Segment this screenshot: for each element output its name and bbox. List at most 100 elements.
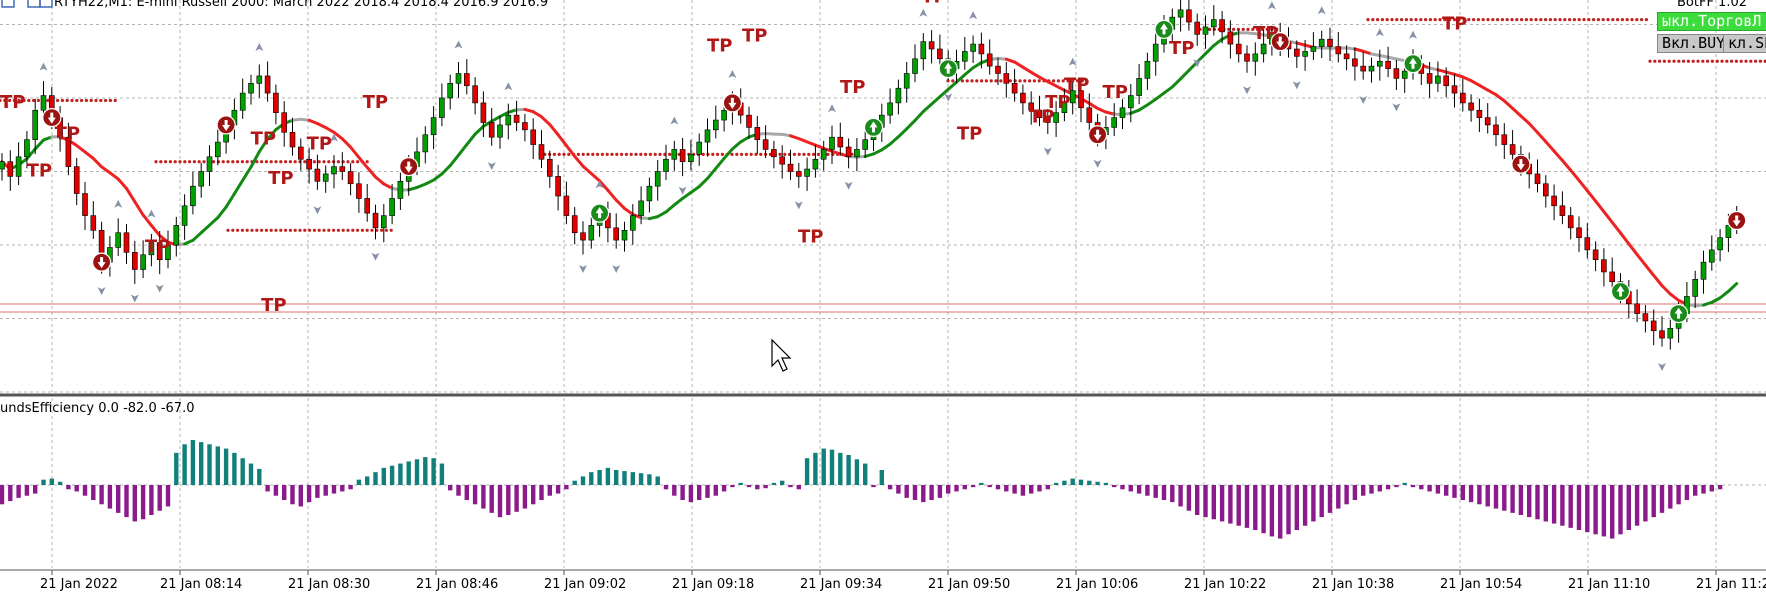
ma-segment bbox=[340, 137, 353, 149]
ma-segment bbox=[531, 110, 543, 119]
tp-level-dot bbox=[1486, 18, 1490, 22]
histogram-bar bbox=[1385, 485, 1391, 490]
fractal-down-icon bbox=[1359, 96, 1368, 104]
tp-label: TP bbox=[145, 236, 170, 257]
tp-level-dot bbox=[648, 152, 653, 156]
histogram-bar bbox=[1576, 485, 1582, 530]
histogram-bar bbox=[132, 485, 137, 522]
candle-body bbox=[347, 171, 354, 185]
sell-on-button[interactable]: кл.SE bbox=[1723, 34, 1766, 53]
candle-body bbox=[1128, 95, 1134, 109]
histogram-bar bbox=[165, 485, 171, 507]
tp-level-dot bbox=[1534, 18, 1538, 22]
mouse-cursor-icon bbox=[771, 338, 792, 372]
histogram-bar bbox=[605, 467, 611, 485]
tp-level-dot bbox=[317, 228, 321, 232]
histogram-bar bbox=[207, 444, 212, 485]
tp-level-dot bbox=[293, 228, 297, 232]
buy-on-button[interactable]: Вкл.BUY bbox=[1657, 34, 1727, 53]
histogram-bar bbox=[979, 482, 984, 485]
histogram-bar bbox=[273, 485, 279, 496]
tp-level-dot bbox=[0, 98, 2, 103]
histogram-bar bbox=[647, 474, 652, 485]
tp-level-dot bbox=[274, 228, 278, 232]
tp-level-dot bbox=[293, 160, 297, 164]
tp-level-dot bbox=[740, 152, 744, 156]
candle-body bbox=[654, 171, 661, 187]
histogram-bar bbox=[1668, 485, 1673, 509]
tp-level-dot bbox=[389, 228, 393, 232]
tp-level-dot bbox=[1582, 18, 1586, 22]
ma-segment bbox=[1552, 149, 1564, 162]
x-tick-label: 21 Jan 09:50 bbox=[928, 577, 1010, 592]
histogram-bar bbox=[215, 446, 220, 485]
tp-level-dot bbox=[1265, 27, 1269, 31]
fractal-down-icon bbox=[794, 201, 803, 210]
histogram-bar bbox=[1112, 485, 1117, 488]
tp-level-dot bbox=[812, 152, 816, 156]
tp-level-dot bbox=[1018, 79, 1022, 83]
candle-body bbox=[1260, 43, 1267, 55]
tp-level-dot bbox=[212, 160, 216, 164]
tp-level-dot bbox=[644, 152, 648, 156]
ma-segment bbox=[241, 165, 253, 182]
candle-body bbox=[1393, 68, 1400, 79]
histogram-bar bbox=[1410, 485, 1416, 488]
histogram-bar bbox=[630, 472, 635, 485]
histogram-bar bbox=[1601, 485, 1607, 537]
x-tick-label: 21 Jan 09:34 bbox=[800, 577, 882, 592]
tp-level-dot bbox=[1227, 27, 1231, 31]
histogram-bar bbox=[257, 468, 262, 485]
ma-segment bbox=[1087, 101, 1100, 110]
chart-prices: 2018.4 2018.4 2016.9 2016.9 bbox=[353, 0, 549, 10]
tp-level-dot bbox=[356, 228, 360, 232]
histogram-bar bbox=[1012, 485, 1017, 494]
candle-body bbox=[1451, 85, 1458, 94]
ma-segment bbox=[913, 109, 925, 122]
tp-label: TP bbox=[363, 92, 388, 113]
ma-segment bbox=[656, 210, 668, 219]
candle-body bbox=[1011, 83, 1018, 94]
ma-segment bbox=[473, 124, 485, 136]
tp-level-dot bbox=[279, 228, 283, 232]
ma-segment bbox=[548, 123, 560, 137]
candle-body bbox=[546, 158, 553, 177]
tp-level-dot bbox=[797, 152, 801, 156]
tp-level-dot bbox=[183, 160, 187, 164]
histogram-bar bbox=[697, 485, 702, 500]
fractal-down-icon bbox=[1658, 363, 1666, 372]
histogram-bar bbox=[232, 452, 237, 485]
ma-segment bbox=[440, 164, 452, 176]
histogram-bar bbox=[655, 476, 660, 485]
ma-segment bbox=[1519, 114, 1531, 126]
candle-body bbox=[1709, 249, 1715, 263]
candle-body bbox=[555, 176, 561, 197]
tp-level-dot bbox=[1686, 59, 1690, 63]
histogram-bar bbox=[1701, 485, 1706, 494]
moving-averages bbox=[0, 31, 1739, 308]
sell-arrow-icon bbox=[1276, 36, 1285, 48]
tp-level-dot bbox=[260, 160, 264, 164]
ma-segment bbox=[946, 80, 958, 91]
tp-level-dot bbox=[1208, 27, 1212, 31]
header-icons[interactable] bbox=[1, 0, 53, 8]
tp-level-dot bbox=[36, 98, 41, 103]
buy-arrow-icon bbox=[1674, 307, 1683, 319]
tp-level-dot bbox=[312, 160, 316, 164]
tp-level-dot bbox=[653, 152, 657, 156]
histogram-bar bbox=[1659, 485, 1665, 513]
histogram-bar bbox=[838, 452, 843, 485]
histogram-bar bbox=[74, 485, 79, 492]
histogram-bar bbox=[506, 485, 511, 515]
ma-segment bbox=[141, 213, 153, 227]
tp-level-dot bbox=[31, 98, 36, 103]
ma-segment bbox=[490, 115, 502, 123]
tp-level-dot bbox=[89, 98, 93, 103]
trading-off-button[interactable]: ыкл.ТорговЛ bbox=[1657, 12, 1766, 31]
candle-body bbox=[1468, 102, 1474, 111]
histogram-bar bbox=[663, 485, 669, 490]
histogram-bar bbox=[921, 485, 926, 503]
ma-segment bbox=[1536, 131, 1548, 144]
ma-segment bbox=[581, 164, 593, 176]
ma-segment bbox=[1054, 84, 1066, 92]
